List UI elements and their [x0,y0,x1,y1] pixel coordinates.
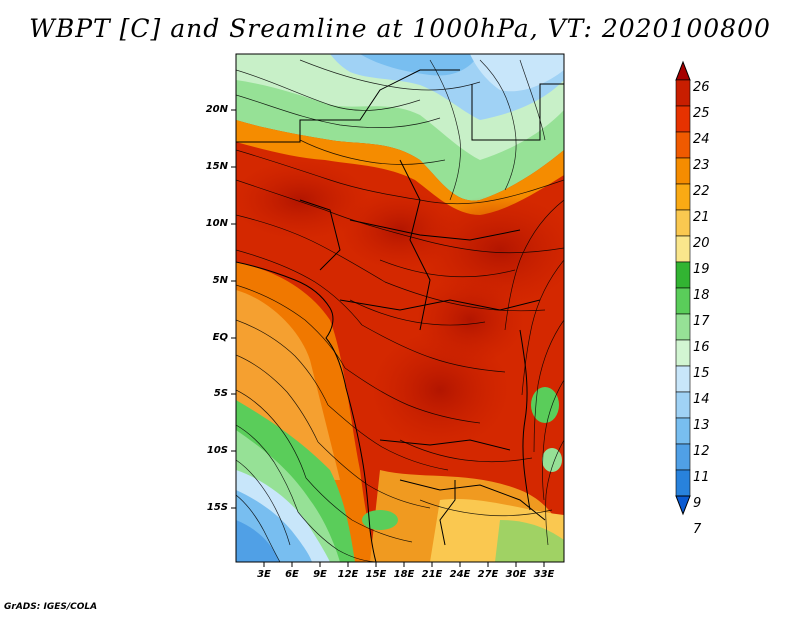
lon-label: 24E [449,569,471,580]
colorbar-segment [675,131,691,159]
colorbar-label: 24 [693,132,710,147]
colorbar-label: 26 [693,80,710,95]
colorbar-label: 23 [693,158,710,173]
lon-label: 9E [313,569,327,580]
colorbar-segment [675,157,691,185]
colorbar-segment [675,313,691,341]
colorbar-segment [675,209,691,237]
lat-label: EQ [212,332,228,343]
colorbar [675,60,691,516]
colorbar-segment [675,287,691,315]
colorbar-label: 13 [693,418,710,433]
colorbar-segment [675,391,691,419]
colorbar-segment [675,105,691,133]
colorbar-segment [675,469,691,497]
lat-label: 15N [205,161,228,172]
colorbar-segment [675,235,691,263]
colorbar-label: 9 [693,496,702,511]
map-title: WBPT [C] and Sreamline at 1000hPa, VT: 2… [29,14,771,43]
lat-label: 10N [205,218,228,229]
colorbar-label: 25 [693,106,710,121]
colorbar-label: 15 [693,366,710,381]
colorbar-segment [675,183,691,211]
colorbar-segment [675,417,691,445]
colorbar-label: 21 [693,210,710,225]
colorbar-label: 17 [693,314,710,329]
lat-label: 20N [205,104,228,115]
credit-text: GrADS: IGES/COLA [4,602,98,612]
colorbar-segment [675,79,691,107]
colorbar-segment [675,365,691,393]
lon-label: 33E [533,569,555,580]
colorbar-label: 11 [693,470,710,485]
colorbar-label: 7 [693,522,702,537]
streamlines [236,59,564,562]
colorbar-label: 22 [693,184,710,199]
lon-label: 6E [285,569,299,580]
lon-label: 30E [505,569,527,580]
wbpt-field [236,54,564,562]
colorbar-arrow-bottom [675,495,691,516]
colorbar-segment [675,339,691,367]
lat-label: 5N [212,275,228,286]
colorbar-label: 20 [693,236,710,251]
lon-label: 18E [393,569,415,580]
axis-ticks [231,109,545,567]
colorbar-label: 14 [693,392,710,407]
lat-label: 5S [213,388,228,399]
colorbar-label: 18 [693,288,710,303]
lon-label: 27E [477,569,499,580]
colorbar-segment [675,261,691,289]
map-frame [235,53,565,563]
colorbar-label: 16 [693,340,710,355]
colorbar-label: 12 [693,444,710,459]
lon-label: 12E [337,569,359,580]
lat-label: 15S [206,502,228,513]
colorbar-arrow-top [675,60,691,81]
coastlines-borders [236,69,564,562]
lon-label: 21E [421,569,443,580]
lon-label: 3E [257,569,271,580]
colorbar-label: 19 [693,262,710,277]
lat-label: 10S [206,445,228,456]
lon-label: 15E [365,569,387,580]
colorbar-segment [675,443,691,471]
